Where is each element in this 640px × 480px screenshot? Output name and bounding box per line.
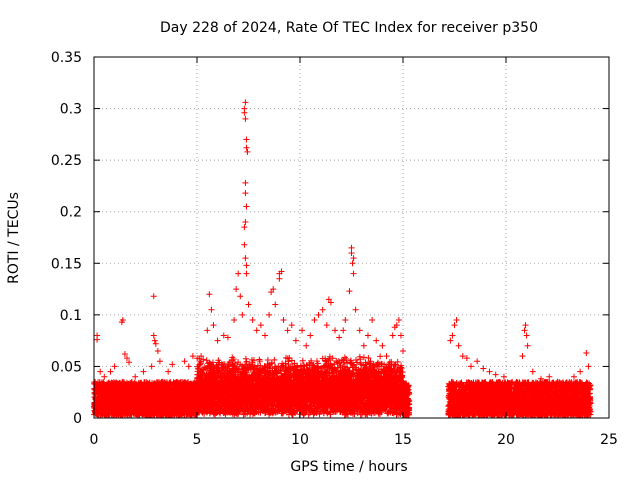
points-layer	[91, 99, 594, 418]
data-point	[329, 355, 336, 362]
data-point	[313, 358, 320, 365]
data-point	[242, 355, 249, 362]
data-point	[377, 353, 384, 360]
chart-title: Day 228 of 2024, Rate Of TEC Index for r…	[160, 20, 538, 36]
